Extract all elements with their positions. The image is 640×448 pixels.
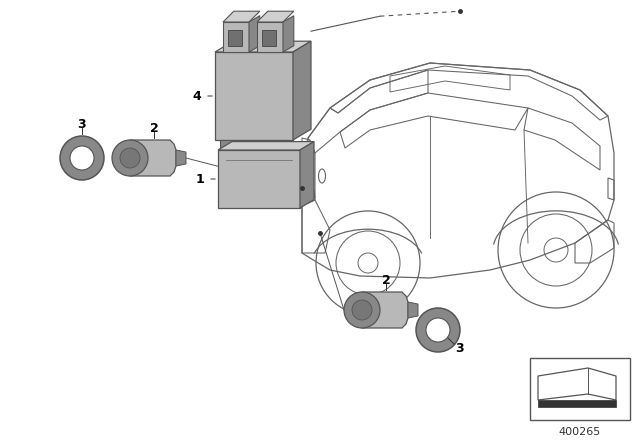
Circle shape: [112, 140, 148, 176]
Text: 400265: 400265: [559, 427, 601, 437]
Text: 3: 3: [77, 117, 86, 130]
Text: 3: 3: [456, 341, 464, 354]
Polygon shape: [215, 41, 311, 52]
Polygon shape: [262, 30, 276, 46]
Polygon shape: [257, 22, 283, 52]
Polygon shape: [283, 16, 294, 52]
Polygon shape: [176, 150, 186, 166]
Polygon shape: [122, 140, 176, 176]
Polygon shape: [223, 11, 260, 22]
Circle shape: [70, 146, 94, 170]
Text: 4: 4: [193, 90, 202, 103]
Polygon shape: [215, 52, 293, 140]
Polygon shape: [218, 150, 300, 208]
Bar: [530, 358, 630, 420]
Text: 1: 1: [196, 172, 204, 185]
Polygon shape: [249, 16, 260, 52]
Polygon shape: [408, 302, 418, 318]
Polygon shape: [257, 11, 294, 22]
Polygon shape: [218, 142, 314, 150]
Polygon shape: [354, 292, 408, 328]
Circle shape: [416, 308, 460, 352]
Polygon shape: [220, 140, 288, 154]
Circle shape: [426, 318, 450, 342]
Circle shape: [344, 292, 380, 328]
Circle shape: [120, 148, 140, 168]
Circle shape: [352, 300, 372, 320]
Polygon shape: [538, 400, 616, 407]
Text: 2: 2: [381, 273, 390, 287]
Polygon shape: [228, 30, 242, 46]
Polygon shape: [223, 22, 249, 52]
Polygon shape: [293, 41, 311, 140]
Text: 2: 2: [150, 121, 158, 134]
Circle shape: [60, 136, 104, 180]
Polygon shape: [300, 142, 314, 208]
